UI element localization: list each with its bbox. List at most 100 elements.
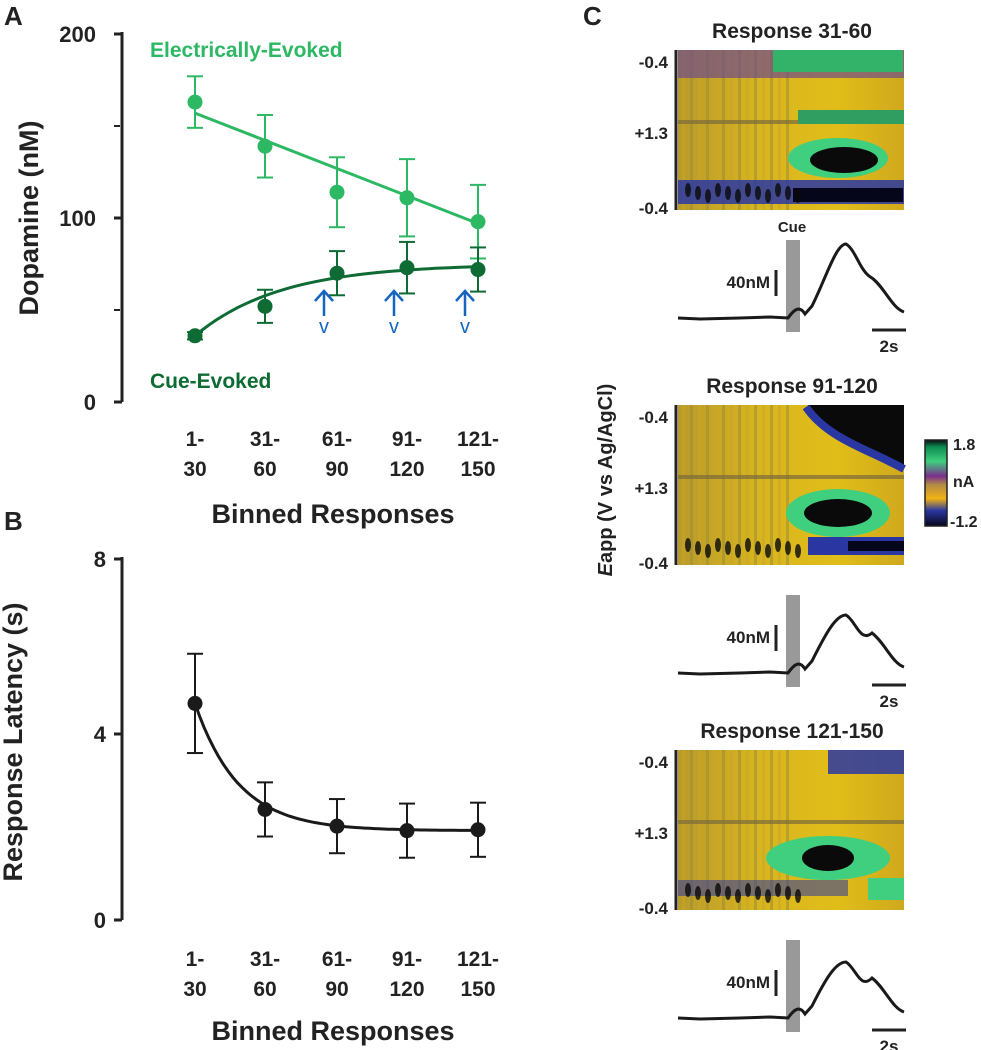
heatmap-y-tick: -0.4 (639, 199, 669, 218)
data-point-electric (187, 94, 203, 110)
x-tick-b-0-b: 30 (183, 978, 206, 1001)
heatmap-speckle (705, 544, 711, 558)
heatmap-stripe (786, 50, 789, 210)
x-tick-b-1-b: 60 (253, 978, 276, 1001)
data-point-latency (329, 818, 345, 834)
arrow-annotation: v (314, 289, 334, 338)
heatmap-stripe (682, 405, 685, 565)
heatmap-stripe (730, 405, 733, 565)
heatmap-speckle (685, 538, 691, 552)
data-point-latency (399, 823, 415, 839)
heatmap-block-1: Response 91-120 -0.4 +1.3 -0.4 40nM 2s (634, 375, 906, 711)
heatmap-speckle (745, 883, 751, 897)
x-tick-b-4: 121- (457, 948, 499, 971)
heatmap-peak-core (802, 845, 854, 871)
data-point-cue (329, 265, 345, 281)
heatmap-stripe (778, 405, 781, 565)
arrow-head-down: v (319, 316, 329, 338)
y-tick-b-0: 0 (94, 908, 106, 933)
x-tick-a-0: 1- (186, 428, 205, 451)
heatmap-speckle (685, 183, 691, 197)
heatmap-speckle (685, 883, 691, 897)
heatmap-stripe (690, 405, 693, 565)
heatmap-stripe (746, 50, 749, 210)
heatmap-stripe (762, 405, 765, 565)
heatmap-edge (802, 404, 906, 473)
chart-b: 8 4 0 Response Latency (s) 1- 30 31- 60 61- 9… (0, 547, 499, 1046)
heatmap-stripe (706, 750, 709, 910)
heatmap-y-tick: -0.4 (639, 554, 669, 573)
heatmap-title: Response 121-150 (700, 720, 883, 743)
heatmap-speckle (785, 186, 791, 200)
heatmap-speckle (735, 889, 741, 903)
heatmap-speckle (775, 183, 781, 197)
heatmap-speckle (795, 889, 801, 903)
y-axis-label-c-prefix: E (595, 562, 617, 576)
heatmap-y-tick: +1.3 (634, 124, 668, 143)
heatmap-stripe (730, 50, 733, 210)
x-tick-a-3: 91- (392, 428, 422, 451)
dopamine-trace (677, 960, 905, 1021)
heatmap-stripe (682, 50, 685, 210)
heatmap-y-tick: -0.4 (639, 53, 669, 72)
colorbar-unit: nA (953, 474, 975, 491)
heatmap-speckle (755, 541, 761, 555)
heatmap-stripe (754, 750, 757, 910)
heatmap-stripe (786, 405, 789, 565)
y-axis-label-c: Eapp (V vs Ag/AgCl) (595, 384, 617, 577)
heatmap-stripe (746, 405, 749, 565)
x-tick-b-2: 61- (322, 948, 352, 971)
x-tick-a-2: 61- (322, 428, 352, 451)
dopamine-trace (677, 613, 905, 676)
x-tick-a-4-b: 150 (460, 458, 495, 481)
heatmap-speckle (695, 886, 701, 900)
heatmap-title: Response 31-60 (712, 20, 872, 43)
colorbar-min: -1.2 (950, 514, 978, 531)
heatmap-region (798, 110, 904, 124)
heatmap-speckle (715, 538, 721, 552)
panel-label-c: C (583, 1, 602, 31)
heatmap-stripe (770, 50, 773, 210)
heatmap-stripe (682, 750, 685, 910)
heatmap-title: Response 91-120 (706, 375, 878, 398)
colorbar-max: 1.8 (953, 437, 975, 454)
legend-electrically-evoked: Electrically-Evoked (150, 39, 343, 62)
heatmap-speckle (755, 886, 761, 900)
arrow-head-down: v (460, 316, 470, 338)
heatmap-speckle (785, 886, 791, 900)
heatmap-speckle (765, 189, 771, 203)
x-tick-a-3-b: 120 (389, 458, 424, 481)
heatmap-y-tick: -0.4 (639, 408, 669, 427)
heatmap-stripe (714, 405, 717, 565)
y-axis-label-b: Response Latency (s) (0, 602, 28, 881)
heatmap-stripe (738, 750, 741, 910)
data-point-electric (329, 184, 345, 200)
heatmap-band (678, 820, 904, 824)
heatmap-speckle (735, 544, 741, 558)
panel-label-b: B (4, 506, 23, 536)
heatmap-stripe (698, 50, 701, 210)
x-tick-a-2-b: 90 (325, 458, 348, 481)
x-axis-label-b: Binned Responses (211, 1016, 454, 1046)
x-tick-a-1: 31- (250, 428, 280, 451)
heatmap-stripe (722, 405, 725, 565)
heatmap-speckle (785, 541, 791, 555)
arrow-annotation: v (384, 289, 404, 338)
x-tick-b-3: 91- (392, 948, 422, 971)
y-tick-a-0: 0 (84, 390, 96, 415)
x-tick-b-4-b: 150 (460, 978, 495, 1001)
heatmap-stripe (762, 50, 765, 210)
heatmap-stripe (754, 405, 757, 565)
x-tick-b-3-b: 120 (389, 978, 424, 1001)
scale-label: 40nM (727, 973, 770, 992)
time-scale-label: 2s (880, 337, 899, 356)
arrow-head-up (455, 289, 475, 302)
heatmap-y-tick: -0.4 (639, 899, 669, 918)
heatmap-stripe (714, 750, 717, 910)
panel-label-a: A (4, 1, 23, 31)
heatmap-block-0: Response 31-60 -0.4 +1.3 -0.4 40nM 2s (634, 20, 906, 356)
arrow-head-up (314, 289, 334, 302)
x-axis-label-a: Binned Responses (211, 499, 454, 529)
heatmap-speckle (705, 889, 711, 903)
